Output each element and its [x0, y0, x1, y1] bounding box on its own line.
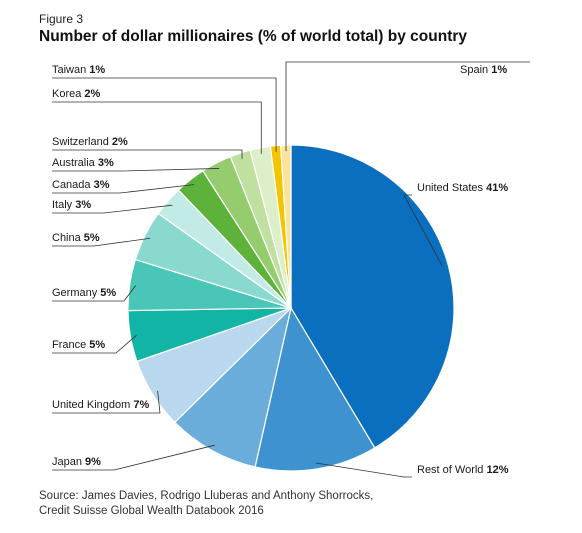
leader-line-australia [52, 168, 220, 172]
pie-slice-rest-of-world [254, 306, 376, 472]
chart-title: Number of dollar millionaires (% of worl… [39, 28, 468, 45]
leader-line-japan [52, 444, 215, 471]
slice-label-percent: 9% [85, 456, 101, 468]
slice-label-name: Canada [52, 179, 94, 191]
slice-label-percent: 1% [89, 64, 105, 76]
leader-line-canada [52, 184, 194, 194]
slice-label-percent: 5% [89, 339, 105, 351]
leader-line-korea [52, 101, 262, 154]
slice-label-name: Japan [52, 456, 85, 468]
slice-label-percent: 41% [486, 182, 508, 194]
slice-label-percent: 12% [487, 464, 509, 476]
slice-label-rest-of-world: Rest of World 12% [417, 464, 509, 476]
slice-label-name: Korea [52, 88, 84, 100]
pie-slices [127, 144, 455, 472]
slice-label-name: Australia [52, 157, 98, 169]
slice-label-spain: Spain 1% [460, 64, 507, 76]
slice-label-percent: 3% [75, 199, 91, 211]
slice-label-switzerland: Switzerland 2% [52, 136, 128, 148]
leader-line-spain [285, 61, 530, 152]
slice-label-japan: Japan 9% [52, 456, 101, 468]
leader-line-china [52, 237, 151, 247]
slice-label-percent: 5% [84, 232, 100, 244]
leader-line-rest-of-world [315, 462, 412, 478]
slice-label-percent: 2% [84, 88, 100, 100]
pie-slice-japan [173, 306, 293, 468]
leader-lines [52, 61, 530, 478]
figure-number: Figure 3 [39, 12, 84, 26]
slice-label-united-kingdom: United Kingdom 7% [52, 399, 149, 411]
slice-label-name: Germany [52, 287, 100, 299]
leader-line-switzerland [52, 149, 243, 159]
source-note: Source: James Davies, Rodrigo Lluberas a… [39, 489, 373, 519]
slice-label-korea: Korea 2% [52, 88, 101, 100]
pie-slice-united-states [290, 144, 455, 449]
slice-label-name: Switzerland [52, 136, 112, 148]
slice-label-australia: Australia 3% [52, 157, 114, 169]
slice-label-name: United Kingdom [52, 399, 133, 411]
slice-label-canada: Canada 3% [52, 179, 110, 191]
slice-label-name: Rest of World [417, 464, 487, 476]
slice-label-name: United States [417, 182, 486, 194]
slice-label-percent: 3% [98, 157, 114, 169]
slice-label-percent: 3% [94, 179, 110, 191]
leader-line-germany [52, 285, 136, 302]
leader-line-italy [52, 204, 173, 214]
slice-labels: United States 41% Rest of World 12% Japan … [52, 64, 509, 476]
leader-line-taiwan [52, 77, 277, 152]
source-line-1: Source: James Davies, Rodrigo Lluberas a… [39, 490, 374, 502]
slice-label-name: Taiwan [52, 64, 89, 76]
source-line-2: Credit Suisse Global Wealth Databook 201… [39, 505, 264, 517]
slice-label-name: Spain [460, 64, 491, 76]
slice-label-germany: Germany 5% [52, 287, 116, 299]
slice-label-percent: 2% [112, 136, 128, 148]
slice-label-united-states: United States 41% [417, 182, 508, 194]
leader-line-united-states [403, 194, 443, 267]
slice-label-name: China [52, 232, 84, 244]
slice-label-name: Italy [52, 199, 75, 211]
slice-label-china: China 5% [52, 232, 100, 244]
leader-line-france [52, 334, 137, 354]
slice-label-percent: 7% [133, 399, 149, 411]
slice-label-percent: 1% [491, 64, 507, 76]
slice-label-france: France 5% [52, 339, 105, 351]
slice-label-taiwan: Taiwan 1% [52, 64, 105, 76]
slice-label-italy: Italy 3% [52, 199, 91, 211]
slice-label-name: France [52, 339, 89, 351]
slice-label-percent: 5% [100, 287, 116, 299]
leader-line-united-kingdom [52, 390, 161, 414]
